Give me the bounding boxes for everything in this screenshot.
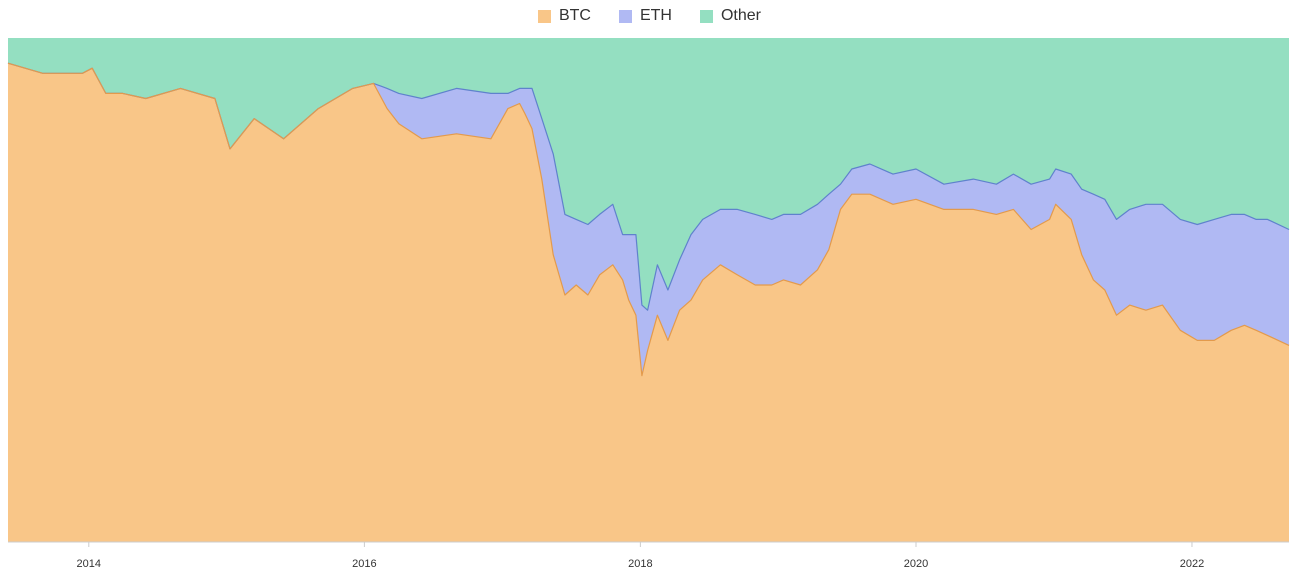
x-tick-label: 2020 — [904, 558, 928, 570]
chart-legend: BTC ETH Other — [0, 3, 1299, 29]
x-tick-label: 2018 — [628, 558, 652, 570]
legend-swatch-eth — [618, 9, 632, 23]
legend-swatch-btc — [537, 9, 551, 23]
legend-item-eth[interactable]: ETH — [618, 7, 672, 25]
area-eth[interactable] — [8, 63, 1289, 376]
legend-item-other[interactable]: Other — [699, 7, 761, 25]
line-btc — [7, 62, 1290, 377]
legend-label-other: Other — [720, 7, 761, 24]
legend-label-btc: BTC — [558, 7, 591, 24]
x-tick-label: 2022 — [1180, 558, 1204, 570]
x-axis: 2014 2016 2018 2020 2022 — [8, 541, 1289, 570]
legend-item-btc[interactable]: BTC — [537, 7, 591, 25]
area-btc[interactable] — [8, 63, 1289, 542]
legend-label-eth: ETH — [639, 7, 672, 24]
x-tick-label: 2014 — [77, 558, 101, 570]
area-other[interactable] — [8, 38, 1289, 311]
x-tick-label: 2016 — [352, 558, 376, 570]
legend-swatch-other — [699, 9, 713, 23]
plot-area — [7, 38, 1290, 542]
